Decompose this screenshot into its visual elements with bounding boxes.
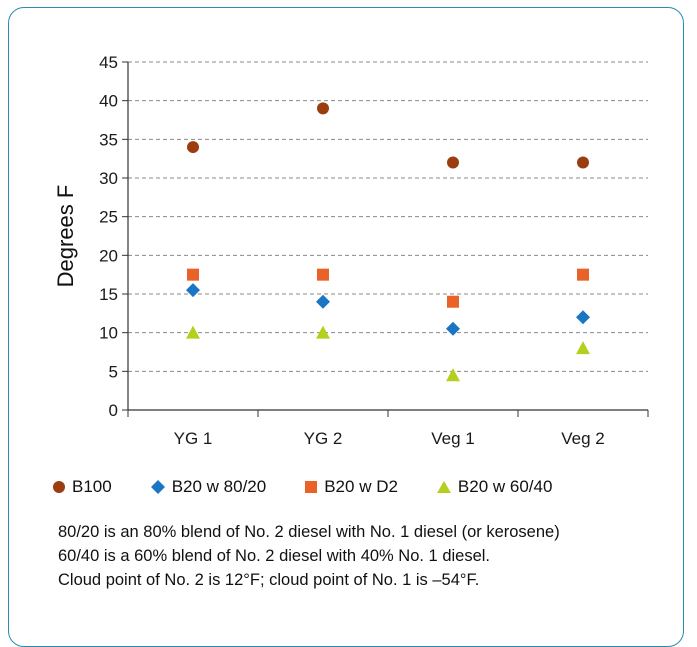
legend-label: B20 w 80/20 bbox=[171, 477, 267, 496]
square-marker-icon bbox=[305, 481, 318, 493]
triangle-marker-icon bbox=[436, 481, 451, 493]
legend-item-b20-d2: B20 w D2 bbox=[304, 477, 398, 497]
legend-label: B20 w 60/40 bbox=[457, 477, 553, 496]
data-point-square bbox=[317, 268, 329, 281]
legend-label: B20 w D2 bbox=[324, 477, 398, 496]
data-point-diamond bbox=[576, 310, 590, 325]
circle-marker-icon bbox=[53, 481, 65, 493]
data-point-square bbox=[447, 295, 459, 308]
y-axis-title: Degrees F bbox=[53, 185, 78, 288]
note-line: 60/40 is a 60% blend of No. 2 diesel wit… bbox=[58, 547, 491, 565]
y-tick-label: 20 bbox=[99, 246, 118, 265]
data-point-diamond bbox=[446, 321, 460, 336]
legend-label: B100 bbox=[72, 477, 112, 496]
x-tick-label: Veg 1 bbox=[431, 429, 475, 448]
y-tick-label: 45 bbox=[99, 53, 118, 72]
data-point-circle bbox=[317, 102, 329, 115]
scatter-chart: 0 5 10 15 20 25 30 35 40 45 YG 1 YG 2 Veg 1 Veg 2 Degr… bbox=[53, 53, 649, 448]
y-tick-label: 15 bbox=[99, 285, 118, 304]
note-line: Cloud point of No. 2 is 12°F; cloud poin… bbox=[58, 571, 480, 589]
data-point-triangle bbox=[316, 325, 330, 339]
data-point-triangle bbox=[576, 341, 590, 355]
y-tick-label: 30 bbox=[99, 169, 118, 188]
note-line: 80/20 is an 80% blend of No. 2 diesel wi… bbox=[58, 523, 560, 541]
legend-item-b100: B100 bbox=[52, 477, 112, 497]
data-point-diamond bbox=[186, 283, 200, 298]
data-point-circle bbox=[577, 156, 589, 169]
legend-item-b20-80-20: B20 w 80/20 bbox=[150, 477, 267, 497]
y-tick-label: 40 bbox=[99, 92, 118, 111]
x-tick-label: YG 2 bbox=[304, 429, 343, 448]
y-tick-label: 0 bbox=[109, 401, 118, 420]
chart-notes: 80/20 is an 80% blend of No. 2 diesel wi… bbox=[58, 520, 560, 592]
data-point-triangle bbox=[446, 368, 460, 382]
data-point-triangle bbox=[186, 325, 200, 339]
x-tick-label: YG 1 bbox=[174, 429, 213, 448]
y-tick-label: 35 bbox=[99, 130, 118, 149]
diamond-marker-icon bbox=[150, 480, 165, 494]
data-point-circle bbox=[447, 156, 459, 169]
y-tick-label: 5 bbox=[109, 362, 118, 381]
data-point-circle bbox=[187, 141, 199, 154]
chart-legend: B100 B20 w 80/20 B20 w D2 B20 w 60/40 bbox=[52, 477, 590, 497]
y-tick-label: 25 bbox=[99, 208, 118, 227]
x-tick-label: Veg 2 bbox=[561, 429, 605, 448]
legend-item-b20-60-40: B20 w 60/40 bbox=[436, 477, 553, 497]
data-point-square bbox=[577, 268, 589, 281]
data-point-square bbox=[187, 268, 199, 281]
data-point-diamond bbox=[316, 294, 330, 309]
y-tick-label: 10 bbox=[99, 324, 118, 343]
